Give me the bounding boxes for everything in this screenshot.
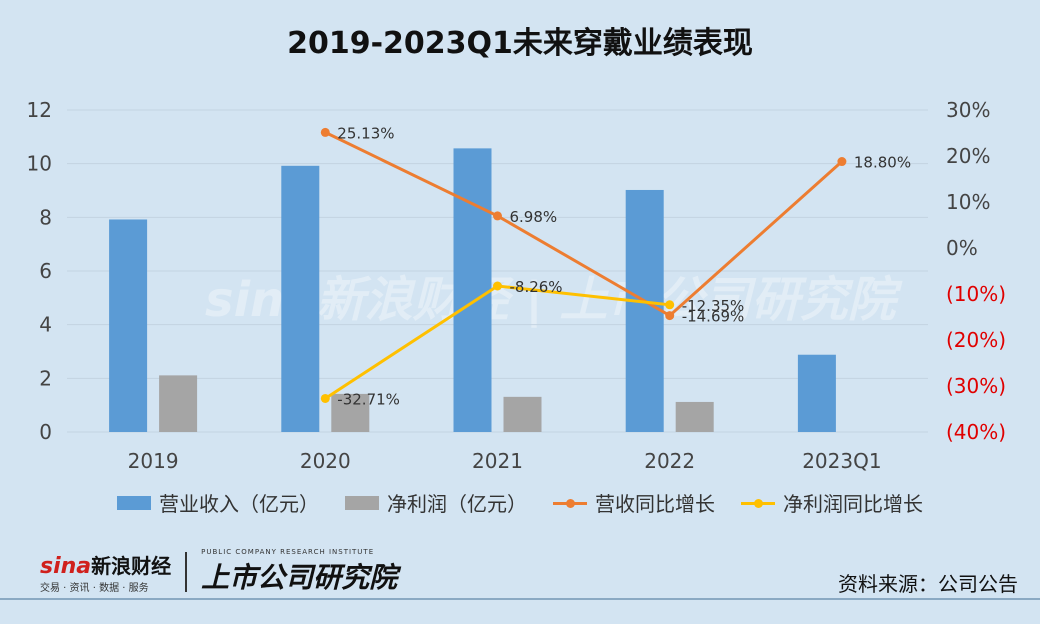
revenue-bar — [281, 165, 320, 432]
legend-label-profit-growth: 净利润同比增长 — [783, 492, 923, 516]
y-right-tick-label: 10% — [946, 190, 990, 214]
data-label: -14.69% — [682, 308, 745, 326]
y-left-tick-label: 12 — [27, 98, 52, 122]
logo-divider — [185, 552, 188, 592]
y-right-tick-label: (40%) — [946, 420, 1006, 444]
x-tick-label: 2019 — [128, 449, 179, 473]
y-left-tick-label: 6 — [39, 259, 52, 283]
y-left-tick-label: 0 — [39, 420, 52, 444]
profit-growth-point — [320, 393, 330, 403]
x-tick-label: 2021 — [472, 449, 523, 473]
data-label: 18.80% — [854, 154, 911, 172]
legend-item-profit-growth: 净利润同比增长 — [741, 488, 923, 517]
revenue-growth-point — [320, 127, 330, 137]
legend-item-revenue-growth: 营收同比增长 — [553, 488, 715, 517]
y-right-tick-label: (10%) — [946, 282, 1006, 306]
data-label: 6.98% — [510, 208, 558, 226]
watermark: sina新浪财经 | 上市公司研究院 — [205, 272, 896, 328]
bottom-rule — [0, 598, 1040, 600]
legend-swatch-revenue-growth — [553, 496, 587, 510]
sina-cn-name: 新浪财经 — [91, 554, 172, 578]
y-right-tick-label: (20%) — [946, 328, 1006, 352]
profit-bar — [503, 396, 542, 432]
y-right-tick-label: 0% — [946, 236, 978, 260]
legend-swatch-revenue — [117, 495, 151, 510]
profit-growth-point — [665, 300, 675, 310]
chart-title: 2019-2023Q1未来穿戴业绩表现 — [287, 26, 753, 61]
revenue-growth-point — [665, 311, 675, 321]
legend-item-profit: 净利润（亿元） — [345, 488, 527, 517]
revenue-growth-line — [324, 131, 843, 318]
legend-label-revenue-growth: 营收同比增长 — [595, 492, 715, 516]
footer-logos: sina新浪财经 交易 · 资讯 · 数据 · 服务 PUBLIC COMPAN… — [40, 548, 397, 596]
revenue-growth-point — [837, 157, 847, 167]
y-right-tick-label: (30%) — [946, 374, 1006, 398]
x-tick-label: 2022 — [644, 449, 695, 473]
data-label: 25.13% — [337, 124, 394, 142]
y-right-tick-label: 30% — [946, 98, 990, 122]
y-left-tick-label: 10 — [27, 152, 52, 176]
institute-name: 上市公司研究院 — [201, 561, 398, 594]
y-right-tick-label: 20% — [946, 144, 990, 168]
legend-item-revenue: 营业收入（亿元） — [117, 488, 319, 517]
data-label: -8.26% — [510, 278, 563, 296]
legend-label-profit: 净利润（亿元） — [387, 492, 527, 516]
x-tick-label: 2023Q1 — [802, 449, 881, 473]
legend: 营业收入（亿元） 净利润（亿元） 营收同比增长 净利润同比增长 — [0, 488, 1040, 517]
source-note: 资料来源：公司公告 — [838, 572, 1018, 596]
sina-tagline: 交易 · 资讯 · 数据 · 服务 — [40, 583, 149, 594]
legend-label-revenue: 营业收入（亿元） — [159, 492, 319, 516]
data-label: -12.35% — [682, 297, 745, 315]
revenue-bar — [453, 148, 492, 432]
sina-wordmark: sina — [40, 554, 92, 579]
revenue-bar — [797, 354, 836, 432]
legend-swatch-profit-growth — [741, 496, 775, 510]
institute-logo: PUBLIC COMPANY RESEARCH INSTITUTE 上市公司研究… — [201, 548, 397, 596]
y-left-tick-label: 4 — [39, 313, 52, 337]
sina-logo: sina新浪财经 交易 · 资讯 · 数据 · 服务 — [40, 550, 171, 594]
revenue-bar — [109, 219, 148, 432]
legend-swatch-profit — [345, 495, 379, 510]
profit-growth-line — [324, 284, 670, 400]
data-label: -32.71% — [337, 390, 400, 408]
x-tick-label: 2020 — [300, 449, 351, 473]
profit-bar — [675, 401, 714, 432]
institute-en: PUBLIC COMPANY RESEARCH INSTITUTE — [201, 548, 375, 556]
profit-growth-point — [493, 281, 502, 291]
y-left-tick-label: 2 — [39, 366, 52, 390]
revenue-growth-point — [493, 211, 502, 221]
revenue-bar — [625, 189, 664, 432]
profit-bar — [331, 393, 370, 432]
y-left-tick-label: 8 — [39, 205, 52, 229]
profit-bar — [159, 375, 198, 432]
